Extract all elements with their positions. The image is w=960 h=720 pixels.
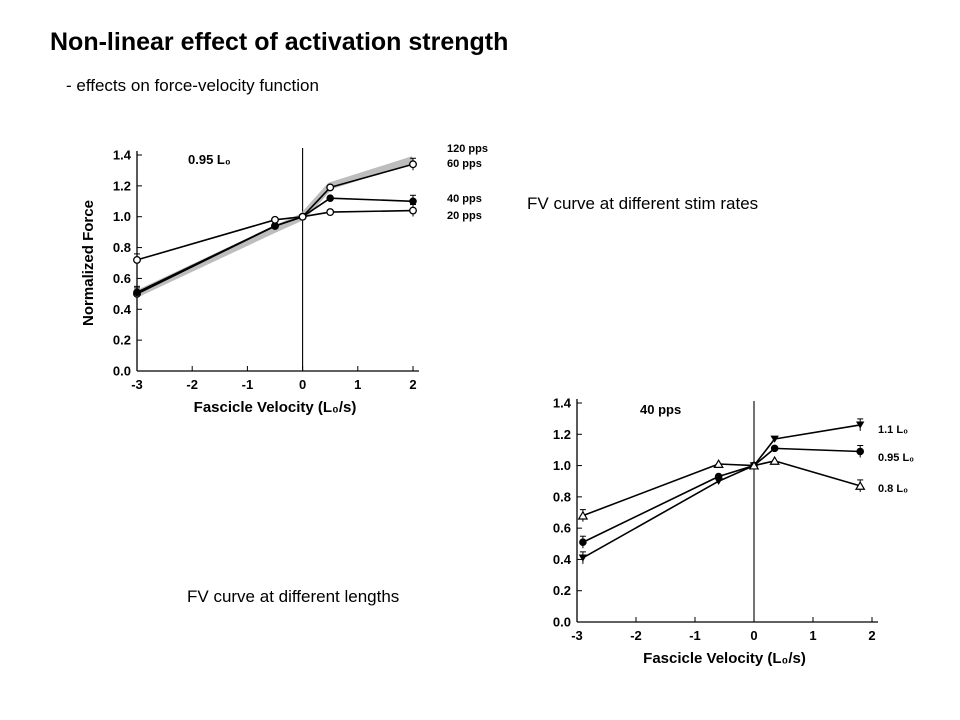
series-line [582, 460, 861, 517]
y-tick-label: 1.2 [113, 178, 131, 193]
y-axis-label: Normalized Force [80, 200, 97, 326]
data-point [770, 435, 779, 443]
data-point [298, 212, 307, 221]
x-tick-label: -3 [571, 628, 583, 643]
series-line [582, 447, 861, 543]
y-tick-label: 0.8 [113, 240, 131, 255]
data-point [714, 472, 723, 481]
data-point [854, 480, 866, 490]
y-tick-label: 0.8 [553, 489, 571, 504]
y-tick-label: 0.0 [113, 364, 131, 379]
x-axis-label: Fascicle Velocity (L₀/s) [194, 399, 357, 416]
x-tick-label: -3 [131, 377, 143, 392]
y-tick-label: 0.6 [113, 271, 131, 286]
y-tick-label: 1.2 [553, 427, 571, 442]
chart-annotation: 40 pps [640, 402, 681, 417]
data-point [326, 208, 335, 217]
y-tick-label: 0.0 [553, 615, 571, 630]
caption-stim-rates: FV curve at different stim rates [527, 194, 759, 213]
series-legend-label: 20 pps [447, 210, 482, 222]
y-tick-label: 1.0 [113, 209, 131, 224]
series-legend-label: 60 pps [447, 158, 482, 170]
x-tick-label: 0 [750, 628, 757, 643]
x-tick-label: 1 [809, 628, 816, 643]
data-point [271, 215, 279, 224]
x-tick-label: 2 [409, 377, 416, 392]
series-legend-label: 0.95 L₀ [878, 452, 914, 464]
data-point [770, 444, 779, 453]
x-axis-label: Fascicle Velocity (L₀/s) [643, 650, 806, 667]
series-legend-label: 40 pps [447, 193, 482, 205]
x-tick-label: 0 [299, 377, 306, 392]
data-point [326, 183, 335, 192]
data-point [769, 455, 780, 465]
data-point [856, 421, 865, 429]
y-tick-label: 1.0 [553, 458, 571, 473]
x-tick-label: 1 [354, 377, 361, 392]
y-tick-label: 0.2 [553, 583, 571, 598]
slide-subtitle: - effects on force-velocity function [66, 76, 319, 95]
y-tick-label: 0.4 [113, 302, 132, 317]
data-point [409, 160, 417, 169]
y-tick-label: 0.4 [553, 552, 572, 567]
data-point [578, 554, 588, 562]
data-point [133, 288, 141, 297]
x-tick-label: 2 [868, 628, 875, 643]
slide-title: Non-linear effect of activation strength [50, 28, 509, 56]
data-point [856, 447, 865, 456]
data-point [748, 460, 760, 470]
x-tick-label: -1 [242, 377, 254, 392]
series-legend-label: 120 pps [447, 143, 488, 155]
y-tick-label: 0.2 [113, 333, 131, 348]
data-point [409, 206, 417, 215]
chart-annotation: 0.95 L₀ [188, 152, 231, 167]
data-point [326, 194, 335, 202]
data-point [133, 255, 141, 264]
series-legend-label: 1.1 L₀ [878, 424, 908, 436]
y-tick-label: 0.6 [553, 521, 571, 536]
y-tick-label: 1.4 [113, 148, 132, 163]
x-tick-label: -2 [186, 377, 198, 392]
data-point [577, 510, 589, 520]
series-line [582, 424, 861, 559]
caption-lengths: FV curve at different lengths [187, 587, 400, 606]
data-point [579, 538, 587, 547]
x-tick-label: -1 [689, 628, 701, 643]
data-point [713, 459, 724, 468]
series-legend-label: 0.8 L₀ [878, 483, 908, 495]
y-tick-label: 1.4 [553, 396, 572, 411]
x-tick-label: -2 [630, 628, 642, 643]
